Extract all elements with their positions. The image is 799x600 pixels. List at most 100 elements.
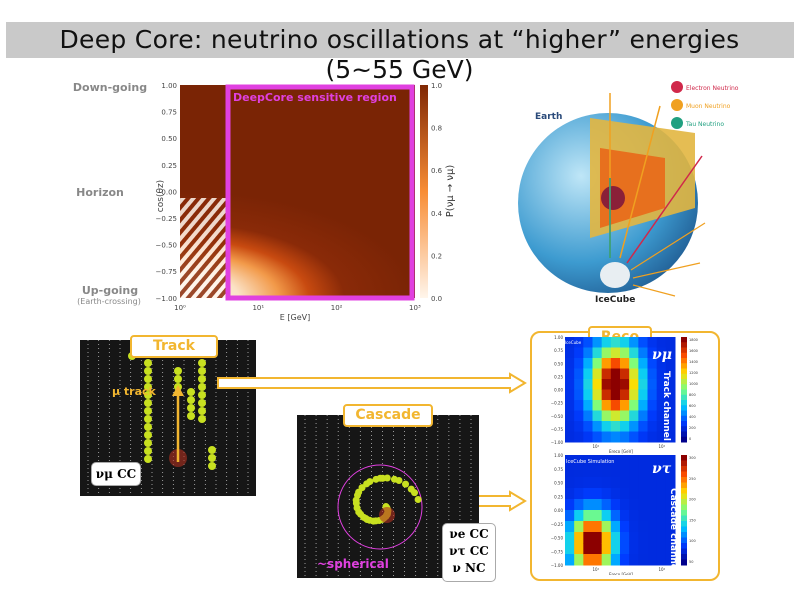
track-histogram-cell [610, 347, 621, 359]
track-histogram-cell [592, 358, 603, 369]
cascade-histogram-cell [583, 477, 593, 489]
cascade-histogram-cell [601, 532, 612, 544]
track-histogram-cell [565, 337, 575, 348]
track-histogram-cell [592, 347, 603, 359]
cascade-histogram-cell [601, 554, 612, 566]
track-histogram-cell [565, 410, 575, 422]
colorbar-tick-label: 1400 [689, 360, 698, 364]
track-histogram-cell [565, 379, 575, 390]
cascade-histogram-cell [601, 521, 612, 533]
cascade-histogram-cell [574, 510, 584, 522]
track-histogram-cell [656, 379, 667, 390]
track-histogram-cell [583, 379, 593, 390]
track-histogram-cell [601, 400, 612, 411]
cascade-histogram-cell [565, 477, 575, 489]
down-going-label: Down-going [72, 81, 148, 94]
dom-hit [198, 399, 206, 407]
track-histogram-cell [574, 337, 584, 348]
cascade-histogram-cell [638, 455, 648, 467]
track-histogram-cell [620, 379, 630, 390]
y-tick-label: −0.25 [551, 401, 564, 406]
cascade-histogram-cell [610, 455, 621, 467]
dom-hit [144, 415, 152, 423]
cascade-histogram-cell [610, 477, 621, 489]
track-histogram-cell [592, 431, 603, 443]
deepcore-region-label: DeepCore sensitive region [233, 91, 397, 104]
dom-hit [144, 431, 152, 439]
track-histogram-cell [629, 421, 639, 432]
cascade-histogram-cell [638, 521, 648, 533]
colorbar-tick-label: 0 [689, 437, 691, 441]
cascade-histogram-cell [592, 499, 603, 511]
track-histogram-cell [583, 421, 593, 432]
colorbar-tick-label: 1.0 [431, 82, 442, 90]
track-histogram-cell [620, 337, 630, 348]
track-histogram-cell [601, 431, 612, 443]
track-histogram-cell [656, 421, 667, 432]
colorbar-segment [681, 504, 687, 511]
y-tick-label: 0.25 [554, 494, 563, 499]
colorbar-segment [681, 431, 687, 438]
muon-track-arrowhead [172, 385, 184, 396]
cascade-histogram-cell [620, 543, 630, 555]
track-histogram-cell [583, 410, 593, 422]
nue-cc-label: νe CC [449, 527, 489, 541]
dom-hit [383, 474, 391, 482]
cascade-histogram-cell [592, 532, 603, 544]
track-histogram-cell [665, 421, 676, 432]
track-histogram-cell [565, 431, 575, 443]
colorbar-segment [681, 405, 687, 411]
cascade-histogram-cell [665, 455, 676, 467]
track-histogram-cell [665, 358, 676, 369]
colorbar-segment [681, 358, 687, 364]
cascade-histogram-cell [574, 554, 584, 566]
cascade-histogram-cell [638, 499, 648, 511]
track-histogram-cell [583, 368, 593, 380]
track-histogram-cell [610, 337, 621, 348]
track-histogram-cell [629, 347, 639, 359]
cascade-histogram-cell [638, 466, 648, 478]
cascade-histogram-cell [574, 499, 584, 511]
neutrino-legend-label: Tau Neutrino [685, 121, 724, 128]
colorbar-segment [681, 342, 687, 348]
cascade-histogram-cell [620, 521, 630, 533]
slide-title: Deep Core: neutrino oscillations at “hig… [59, 25, 740, 54]
neutrino-path [630, 222, 706, 271]
track-histogram-cell [565, 368, 575, 380]
colorbar-segment [681, 389, 687, 396]
cascade-histogram-cell [620, 499, 630, 511]
track-histogram-cell [574, 347, 584, 359]
track-histogram-cell [592, 379, 603, 390]
cascade-histogram-cell [592, 488, 603, 500]
dom-hit [144, 375, 152, 383]
track-histogram-cell [574, 421, 584, 432]
track-histogram-cell [647, 347, 658, 359]
dom-hit [144, 399, 152, 407]
numu-cc-label: νμ CC [91, 462, 141, 486]
slide-subtitle: (5~55 GeV) [325, 55, 474, 84]
dom-hit [187, 412, 195, 420]
title-bar [6, 22, 794, 58]
mu-track-label: μ track [112, 385, 156, 398]
track-histogram-cell [665, 400, 676, 411]
y-tick-label: 0.25 [554, 374, 563, 379]
colorbar-tick-label: 400 [689, 415, 696, 419]
track-histogram-cell [629, 410, 639, 422]
track-histogram-cell [601, 379, 612, 390]
cascade-histogram-cell [574, 543, 584, 555]
track-histogram-cell [574, 358, 584, 369]
neutrino-path [632, 284, 676, 297]
track-histogram-cell [629, 431, 639, 443]
y-tick-label: 1.00 [554, 335, 563, 340]
cascade-histogram-cell [629, 488, 639, 500]
cascade-histogram-cell [665, 554, 676, 566]
cascade-histogram-cell [601, 477, 612, 489]
track-histogram-cell [565, 421, 575, 432]
track-histogram-cell [610, 379, 621, 390]
x-tick-label: 10² [659, 567, 666, 572]
colorbar-segment [681, 337, 687, 343]
track-histogram-cell [647, 410, 658, 422]
x-tick-label: 10¹ [593, 567, 600, 572]
up-going-label: Up-going [81, 284, 139, 297]
cascade-histogram-cell [647, 554, 658, 566]
